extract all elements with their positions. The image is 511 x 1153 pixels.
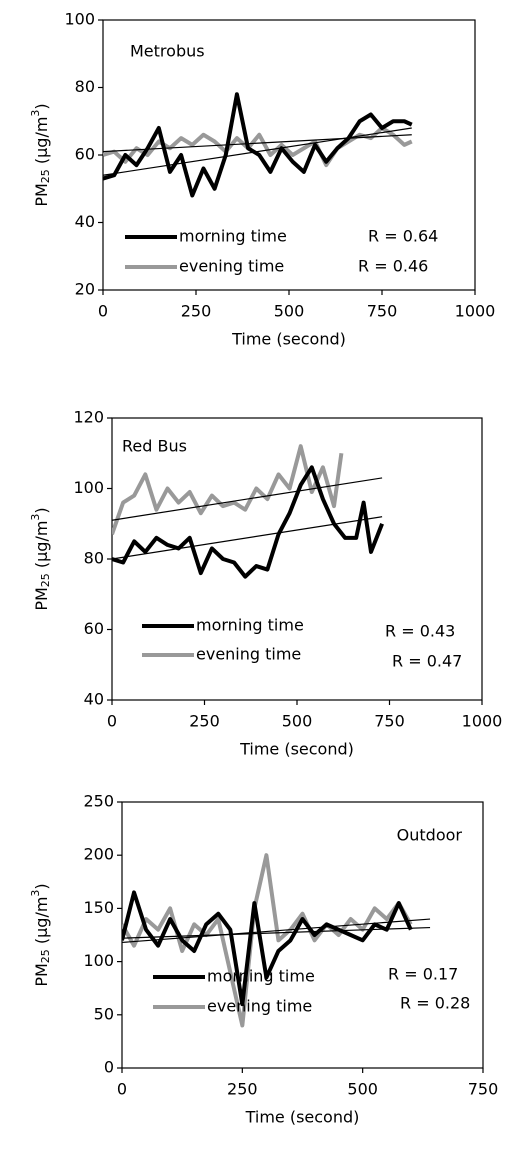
x-tick-label: 750 (367, 302, 398, 321)
x-tick-label: 250 (189, 712, 220, 731)
series-line (112, 465, 384, 579)
y-tick-label: 40 (75, 212, 95, 231)
y-tick-label: 0 (104, 1058, 114, 1077)
y-axis-label-part: 25 (39, 949, 52, 963)
trend-line (111, 477, 383, 521)
x-tick-label: 1000 (455, 302, 496, 321)
x-axis-label: Time (second) (231, 330, 346, 349)
y-tick-label: 100 (73, 478, 104, 497)
y-tick-label: 60 (75, 145, 95, 164)
y-axis-label-part: ) (32, 507, 51, 513)
x-axis-label: Time (second) (239, 740, 354, 759)
x-axis-label: Time (second) (245, 1108, 360, 1127)
trend-line (121, 926, 431, 939)
y-axis-label-part: (µg/m (32, 117, 51, 170)
panel-title: Metrobus (130, 42, 205, 61)
y-tick-label: 100 (83, 951, 114, 970)
x-tick-label: 0 (117, 1080, 127, 1099)
legend-label: evening time (179, 257, 284, 276)
y-tick-label: 20 (75, 280, 95, 299)
y-tick-label: 80 (75, 77, 95, 96)
y-tick-label: 50 (94, 1004, 114, 1023)
x-tick-label: 500 (282, 712, 313, 731)
y-tick-label: 80 (84, 549, 104, 568)
y-axis-label-part: 25 (39, 169, 52, 183)
trend-line (102, 134, 412, 153)
trend-line (102, 127, 412, 176)
y-axis-label: PM25 (µg/m3) (29, 103, 52, 206)
series-line (103, 92, 413, 198)
y-axis-label: PM25 (µg/m3) (29, 507, 52, 610)
series-line (122, 890, 413, 1007)
y-axis-label-part: 25 (39, 573, 52, 587)
x-tick-label: 750 (468, 1080, 499, 1099)
y-axis-label: PM25 (µg/m3) (29, 883, 52, 986)
y-tick-label: 40 (84, 690, 104, 709)
y-tick-label: 150 (83, 898, 114, 917)
legend-label: morning time (179, 227, 287, 246)
x-tick-label: 250 (181, 302, 212, 321)
y-tick-label: 60 (84, 619, 104, 638)
y-axis-label-part: (µg/m (32, 521, 51, 574)
panel-title: Red Bus (122, 437, 187, 456)
y-axis-label-part: 3 (29, 110, 42, 117)
panel-title: Outdoor (397, 826, 463, 845)
y-tick-label: 250 (83, 792, 114, 811)
r-annotation: R = 0.17 (388, 965, 458, 984)
trend-line (111, 516, 383, 560)
y-axis-label-part: ) (32, 103, 51, 109)
x-tick-label: 500 (347, 1080, 378, 1099)
y-tick-label: 120 (73, 408, 104, 427)
x-tick-label: 250 (227, 1080, 258, 1099)
y-axis-label-part: 3 (29, 890, 42, 897)
y-tick-label: 200 (83, 845, 114, 864)
y-axis-label-part: PM (32, 183, 51, 206)
series-line (112, 444, 344, 535)
legend-label: evening time (196, 645, 301, 664)
x-tick-label: 500 (274, 302, 305, 321)
y-axis-label-part: PM (32, 963, 51, 986)
r-annotation: R = 0.46 (358, 257, 428, 276)
x-tick-label: 750 (374, 712, 405, 731)
r-annotation: R = 0.47 (392, 652, 462, 671)
y-axis-label-part: ) (32, 883, 51, 889)
legend-label: morning time (196, 616, 304, 635)
x-tick-label: 1000 (462, 712, 503, 731)
y-axis-label-part: 3 (29, 514, 42, 521)
r-annotation: R = 0.64 (368, 227, 438, 246)
legend-label: evening time (207, 997, 312, 1016)
x-tick-label: 0 (98, 302, 108, 321)
r-annotation: R = 0.43 (385, 622, 455, 641)
x-tick-label: 0 (107, 712, 117, 731)
legend-label: morning time (207, 967, 315, 986)
trend-line (121, 918, 431, 944)
r-annotation: R = 0.28 (400, 994, 470, 1013)
y-axis-label-part: PM (32, 587, 51, 610)
y-axis-label-part: (µg/m (32, 897, 51, 950)
y-tick-label: 100 (64, 10, 95, 29)
